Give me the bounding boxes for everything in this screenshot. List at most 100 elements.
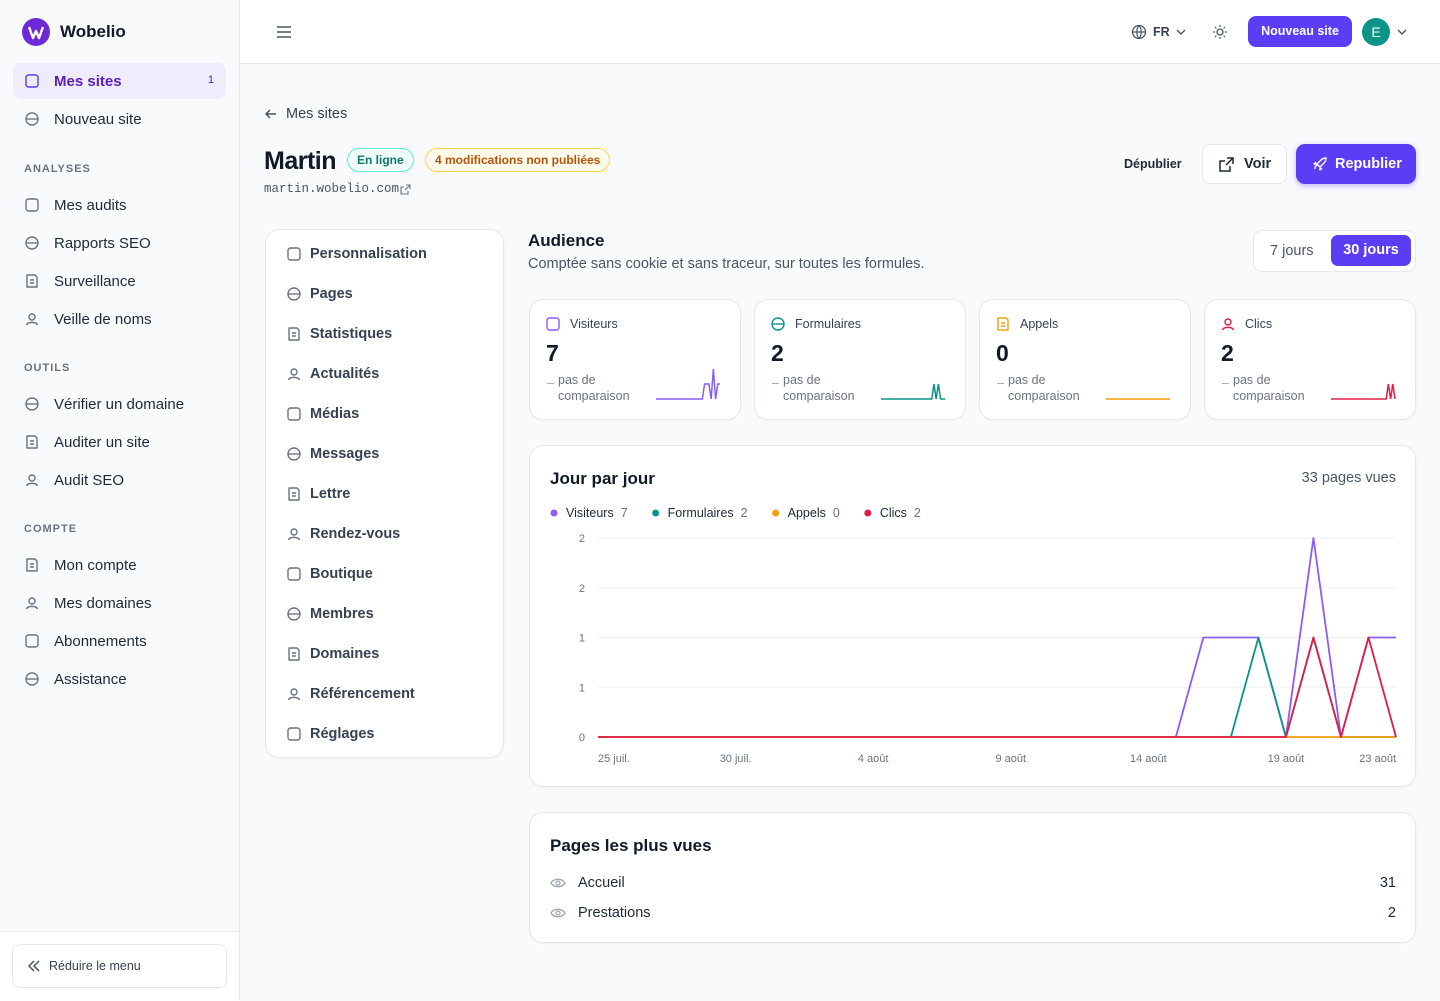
nav-label: Surveillance <box>54 273 136 290</box>
collapse-label: Réduire le menu <box>49 959 141 973</box>
menu-item[interactable]: Boutique <box>274 558 494 590</box>
icon <box>287 247 301 261</box>
nav-item[interactable]: Surveillance <box>13 263 226 299</box>
stat-value: 2 <box>771 340 784 366</box>
nav-item[interactable]: Abonnements <box>13 623 226 659</box>
nav-item[interactable]: Mes domaines <box>13 585 226 621</box>
nav-item[interactable]: Audit SEO <box>13 462 226 498</box>
menu-label: Statistiques <box>310 326 393 342</box>
y-tick-label: 1 <box>579 682 585 694</box>
range-toggle: 7 jours 30 jours <box>1253 230 1416 272</box>
menu-label: Domaines <box>310 646 380 662</box>
range-option[interactable]: 7 jours <box>1270 243 1314 259</box>
icon <box>26 558 38 572</box>
stat-value: 2 <box>1221 340 1234 366</box>
stat-label: Clics <box>1245 317 1273 331</box>
icon <box>287 447 301 461</box>
nav-label: Audit SEO <box>54 472 125 489</box>
legend-label: Visiteurs <box>566 506 614 520</box>
nav-label: Assistance <box>54 671 127 688</box>
menu-label: Médias <box>310 406 360 422</box>
nav-item[interactable]: Assistance <box>13 661 226 697</box>
nav-label: Rapports SEO <box>54 235 151 252</box>
range-option-active[interactable]: 30 jours <box>1331 235 1411 266</box>
view-button[interactable]: Voir <box>1202 144 1287 184</box>
menu-item[interactable]: Lettre <box>274 478 494 510</box>
menu-item[interactable]: Messages <box>274 438 494 470</box>
sparkline-line <box>881 383 945 400</box>
icon <box>287 727 301 741</box>
nav-item[interactable]: Rapports SEO <box>13 225 226 261</box>
chart: Visiteurs 7 Formulaires 2 Appels 0 Clics 2 0 1 1 2 2… <box>550 506 1397 765</box>
menu-item[interactable]: Actualités <box>274 358 494 390</box>
sparkline <box>1331 383 1396 400</box>
menu-label: Messages <box>310 446 380 462</box>
site-domain[interactable]: martin.wobelio.com <box>264 182 400 196</box>
back-link[interactable]: Mes sites <box>286 106 348 122</box>
nav-item-active[interactable]: Mes sites 1 <box>13 63 226 99</box>
stat-card: Clics 2 – pas de comparaison <box>1204 299 1416 420</box>
icon <box>25 313 39 326</box>
menu-label: Lettre <box>310 486 351 502</box>
menu-item[interactable]: Réglages <box>274 718 494 750</box>
series-line <box>598 636 1397 738</box>
icon <box>25 198 39 212</box>
menu-item[interactable]: Pages <box>274 278 494 310</box>
menu-item[interactable]: Statistiques <box>274 318 494 350</box>
x-tick-label: 30 juil. <box>720 753 752 765</box>
nav-item[interactable]: Auditer un site <box>13 424 226 460</box>
menu-item[interactable]: Domaines <box>274 638 494 670</box>
legend-total: 7 <box>621 506 628 520</box>
y-tick-label: 2 <box>579 533 585 545</box>
icon <box>25 474 39 487</box>
nav-badge: 1 <box>207 74 214 86</box>
legend-label: Clics <box>880 506 907 520</box>
nav-item[interactable]: Nouveau site <box>13 101 226 137</box>
icon <box>288 487 300 501</box>
menu-toggle[interactable] <box>276 24 292 40</box>
new-site-button[interactable]: Nouveau site <box>1248 16 1352 47</box>
stat-card: Formulaires 2 – pas de comparaison <box>754 299 966 420</box>
menu-item[interactable]: Médias <box>274 398 494 430</box>
republish-button[interactable]: Republier <box>1296 144 1416 184</box>
icon <box>546 317 560 331</box>
legend-dot <box>864 509 872 517</box>
x-tick-label: 25 juil. <box>598 753 630 765</box>
sparkline-line <box>1331 383 1396 400</box>
menu-label: Personnalisation <box>310 246 427 262</box>
page-views: 2 <box>1387 905 1396 921</box>
globe-icon <box>1131 24 1147 40</box>
icon <box>287 607 301 621</box>
nav-label: Mes domaines <box>54 595 152 612</box>
stat-value: 0 <box>996 340 1009 366</box>
stat-change: – <box>547 376 554 390</box>
menu-item[interactable]: Rendez-vous <box>274 518 494 550</box>
sparkline <box>656 368 720 400</box>
nav-item[interactable]: Vérifier un domaine <box>13 386 226 422</box>
avatar[interactable]: E <box>1362 18 1390 46</box>
nav-item[interactable]: Mes audits <box>13 187 226 223</box>
site-name: Martin <box>264 147 337 175</box>
page-name: Accueil <box>578 875 625 891</box>
icon <box>25 236 39 250</box>
nav-item[interactable]: Veille de noms <box>13 301 226 337</box>
icon <box>25 112 39 126</box>
collapse-button[interactable]: Réduire le menu <box>12 944 227 988</box>
theme-toggle[interactable] <box>1212 24 1228 40</box>
icon <box>25 634 39 648</box>
menu-item[interactable]: Référencement <box>274 678 494 710</box>
icon <box>25 397 39 411</box>
nav-label: Auditer un site <box>54 434 150 451</box>
menu-item[interactable]: Personnalisation <box>274 238 494 270</box>
menu-item[interactable]: Membres <box>274 598 494 630</box>
unpublish-button[interactable]: Dépublier <box>1124 157 1182 171</box>
nav-item[interactable]: Mon compte <box>13 547 226 583</box>
chart-card: Jour par jour 33 pages vues Visiteurs 7 Fo… <box>529 445 1416 787</box>
stat-card: Appels 0 – pas de comparaison <box>979 299 1191 420</box>
section-title: ANALYSES <box>24 163 91 175</box>
icon <box>287 567 301 581</box>
top-pages-title: Pages les plus vues <box>550 836 712 855</box>
chart-summary: 33 pages vues <box>1301 470 1396 486</box>
menu-label: Pages <box>310 286 353 302</box>
language[interactable]: FR <box>1153 25 1170 39</box>
